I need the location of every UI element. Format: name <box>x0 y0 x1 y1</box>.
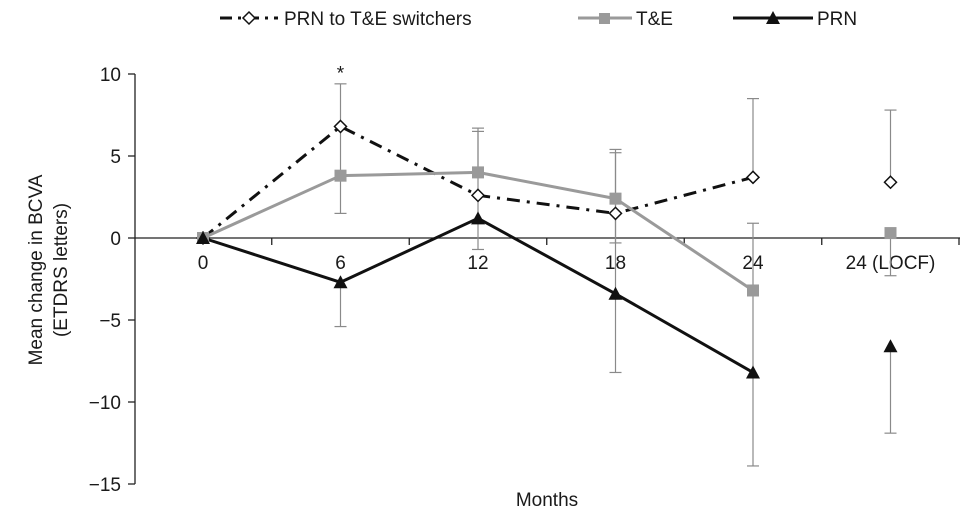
data-point-square <box>747 284 759 297</box>
series-markers <box>195 119 898 379</box>
legend-item-prn: PRN <box>733 9 857 30</box>
legend-label-te: T&E <box>636 9 673 30</box>
data-point-diamond <box>883 175 898 190</box>
legend-item-te: T&E <box>578 9 673 30</box>
significance-asterisk: * <box>337 64 345 85</box>
y-axis-title-line2: (ETDRS letters) <box>51 203 72 337</box>
legend-label-prn: PRN <box>817 9 857 30</box>
x-tick-label: 12 <box>467 253 488 274</box>
y-tick-label: −10 <box>89 393 121 414</box>
data-point-square <box>884 227 897 240</box>
x-tick-label: 0 <box>198 253 209 274</box>
legend-marker-square <box>599 13 610 24</box>
data-point-square <box>609 192 622 205</box>
data-point-square <box>334 169 347 182</box>
x-tick-label: 6 <box>335 253 346 274</box>
error-bars <box>334 83 897 467</box>
data-point-diamond <box>745 170 761 185</box>
y-tick-label: 5 <box>110 147 121 168</box>
legend-marker-triangle <box>766 11 780 24</box>
data-point-triangle <box>608 286 623 300</box>
x-axis-title: Months <box>516 490 578 511</box>
legend-label-switchers: PRN to T&E switchers <box>284 9 472 30</box>
data-point-triangle <box>333 275 348 289</box>
y-tick-label: −5 <box>99 311 121 332</box>
legend: PRN to T&E switchers T&E PRN <box>220 9 857 30</box>
y-tick-label: −15 <box>89 475 121 496</box>
data-point-triangle <box>883 339 898 353</box>
data-point-triangle <box>471 211 485 225</box>
annotations: * <box>337 64 345 85</box>
legend-item-switchers: PRN to T&E switchers <box>220 9 472 30</box>
data-point-triangle <box>196 231 210 244</box>
legend-marker-diamond <box>241 10 257 26</box>
data-point-square <box>472 166 484 179</box>
y-tick-label: 10 <box>100 65 121 86</box>
data-point-diamond <box>608 206 623 221</box>
y-tick-label: 0 <box>110 229 121 250</box>
data-point-triangle <box>746 365 760 379</box>
y-axis-title-line1: Mean change in BCVA <box>26 174 47 365</box>
data-point-diamond <box>470 188 486 203</box>
data-point-diamond <box>333 119 348 134</box>
